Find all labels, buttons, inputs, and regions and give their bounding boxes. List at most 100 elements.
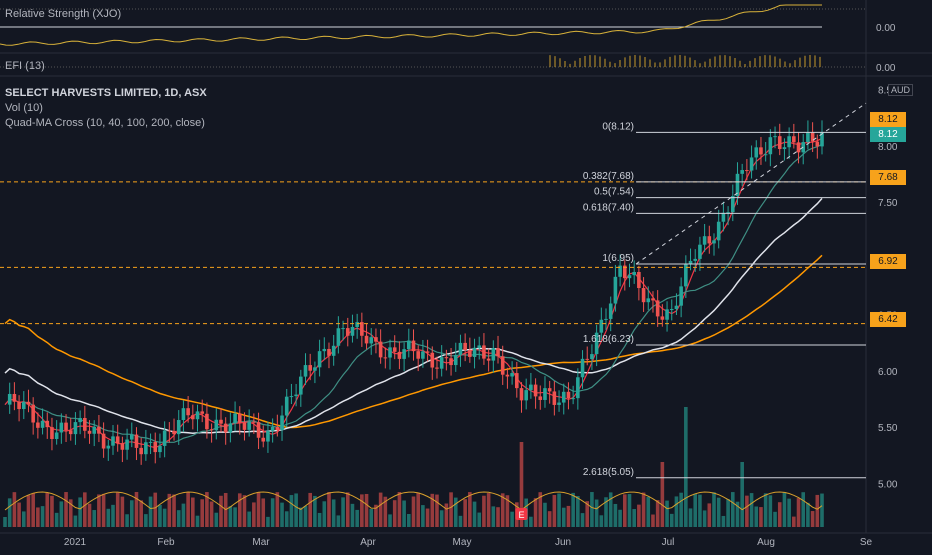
vol-label[interactable]: Vol (10) bbox=[5, 102, 43, 114]
candle-body bbox=[561, 391, 566, 403]
volume-bar bbox=[68, 499, 73, 527]
candle-body bbox=[576, 377, 580, 399]
volume-bar bbox=[529, 516, 533, 527]
candle-body bbox=[186, 408, 190, 416]
volume-bar bbox=[36, 507, 40, 527]
candle-body bbox=[50, 427, 54, 439]
candle-body bbox=[651, 298, 655, 301]
candle-body bbox=[101, 433, 106, 449]
fib-trend-line bbox=[635, 102, 867, 265]
candle-body bbox=[510, 373, 514, 377]
candle-body bbox=[172, 430, 176, 435]
volume-bar bbox=[472, 501, 477, 527]
volume-bar bbox=[153, 492, 158, 527]
ma-label[interactable]: Quad-MA Cross (10, 40, 100, 200, close) bbox=[5, 117, 205, 129]
candle-body bbox=[533, 384, 538, 397]
candle-body bbox=[421, 351, 425, 359]
candle-body bbox=[815, 141, 820, 147]
volume-bar bbox=[815, 494, 820, 527]
volume-bar bbox=[458, 515, 463, 527]
candle-body bbox=[205, 413, 209, 430]
candle-body bbox=[97, 426, 101, 434]
candle-body bbox=[345, 328, 350, 336]
volume-bar bbox=[787, 498, 791, 527]
volume-bar bbox=[622, 494, 627, 527]
price-tag: 8.12 bbox=[870, 127, 906, 142]
y-tick-label: 5.50 bbox=[878, 423, 898, 434]
fib-level-label: 1.618(6.23) bbox=[583, 334, 634, 345]
volume-bar bbox=[684, 407, 688, 527]
candle-body bbox=[439, 357, 444, 369]
candle-body bbox=[425, 351, 430, 353]
volume-bar bbox=[646, 496, 651, 527]
candle-body bbox=[87, 430, 92, 434]
volume-bar bbox=[416, 492, 420, 527]
volume-bar bbox=[345, 492, 350, 527]
candle-body bbox=[388, 347, 392, 358]
candle-body bbox=[482, 345, 486, 359]
volume-bar bbox=[364, 493, 369, 527]
fib-level-label: 0.382(7.68) bbox=[583, 171, 634, 182]
candle-body bbox=[167, 430, 172, 432]
volume-bar bbox=[580, 513, 585, 527]
symbol-title[interactable]: SELECT HARVESTS LIMITED, 1D, ASX bbox=[5, 87, 207, 99]
volume-bar bbox=[759, 507, 763, 527]
currency-badge[interactable]: AUD bbox=[888, 84, 914, 96]
volume-bar bbox=[308, 492, 313, 527]
candle-body bbox=[669, 309, 674, 311]
volume-bar bbox=[453, 497, 458, 527]
candle-body bbox=[12, 393, 17, 402]
volume-bar bbox=[73, 515, 78, 527]
volume-bar bbox=[707, 503, 712, 527]
candle-body bbox=[59, 422, 64, 433]
volume-bar bbox=[618, 509, 622, 527]
candle-body bbox=[92, 426, 97, 434]
candle-body bbox=[308, 365, 313, 371]
candle-body bbox=[792, 136, 796, 143]
candle-body bbox=[571, 398, 575, 400]
volume-bar bbox=[810, 511, 815, 527]
candle-body bbox=[360, 322, 364, 336]
volume-bar bbox=[740, 462, 744, 527]
candle-body bbox=[749, 157, 754, 171]
volume-bar bbox=[768, 495, 773, 527]
candle-body bbox=[472, 347, 477, 357]
volume-bar bbox=[97, 494, 101, 527]
volume-bar bbox=[777, 502, 782, 527]
candle-body bbox=[763, 154, 768, 156]
volume-bar bbox=[585, 501, 590, 527]
candle-body bbox=[139, 447, 143, 455]
y-tick-label: 7.50 bbox=[878, 198, 898, 209]
x-tick-label: Apr bbox=[360, 537, 376, 548]
volume-bar bbox=[651, 514, 655, 527]
candle-body bbox=[162, 430, 167, 446]
candle-body bbox=[538, 396, 543, 400]
volume-bar bbox=[219, 495, 223, 527]
rs-pane-label[interactable]: Relative Strength (XJO) bbox=[5, 8, 122, 20]
candle-body bbox=[284, 396, 289, 416]
candle-body bbox=[702, 236, 707, 245]
volume-bar bbox=[64, 492, 68, 527]
volume-bar bbox=[144, 514, 148, 527]
volume-bar bbox=[261, 498, 266, 527]
efi-pane-label[interactable]: EFI (13) bbox=[5, 60, 45, 72]
volume-bar bbox=[247, 511, 251, 527]
candle-body bbox=[777, 136, 782, 150]
volume-bar bbox=[763, 493, 768, 527]
volume-bar bbox=[101, 493, 106, 527]
volume-bar bbox=[637, 504, 641, 527]
volume-bar bbox=[289, 495, 294, 527]
candle-body bbox=[256, 422, 261, 438]
candle-body bbox=[280, 415, 284, 431]
volume-bar bbox=[698, 494, 702, 527]
volume-bar bbox=[26, 495, 31, 527]
candle-body bbox=[327, 348, 331, 356]
volume-bar bbox=[688, 508, 693, 527]
y-tick-label: 5.00 bbox=[878, 479, 898, 490]
volume-bar bbox=[669, 513, 674, 527]
volume-bar bbox=[712, 492, 716, 527]
volume-bar bbox=[336, 515, 341, 527]
candle-body bbox=[618, 265, 622, 277]
